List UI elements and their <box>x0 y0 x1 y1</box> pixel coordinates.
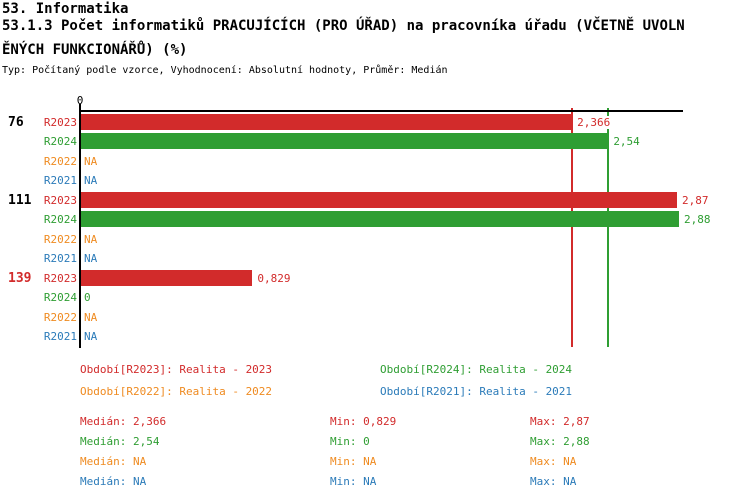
legend-item-r2024: Období[R2024]: Realita - 2024 <box>380 363 573 376</box>
bar-value-label: 2,366 <box>577 115 611 129</box>
legend-item-r2021: Období[R2021]: Realita - 2021 <box>380 385 573 398</box>
stat-min-r2024: Min: 0 <box>330 435 370 448</box>
row-period-label: R2022 <box>43 310 77 324</box>
row-period-label: R2023 <box>43 193 77 207</box>
bar <box>81 191 677 208</box>
axis-zero-label: 0 <box>76 94 84 107</box>
bar-value-label: 0,829 <box>257 271 291 285</box>
bar-value-label: NA <box>84 252 98 265</box>
bar <box>81 133 609 149</box>
bar-value-label: 2,88 <box>684 213 711 226</box>
median-line-r2023 <box>571 108 573 347</box>
row-period-label: R2024 <box>43 135 77 148</box>
legend-item-r2023: Období[R2023]: Realita - 2023 <box>80 363 273 376</box>
row-period-label: R2023 <box>43 271 77 285</box>
row-period-label: R2021 <box>43 330 77 343</box>
median-line-r2024 <box>607 108 609 347</box>
bar <box>81 211 680 227</box>
bar-value-label: 0 <box>84 291 91 304</box>
row-period-label: R2023 <box>43 115 77 129</box>
axis-line <box>79 104 81 348</box>
row-period-label: R2021 <box>43 174 77 187</box>
bar-value-label: NA <box>84 174 98 187</box>
bar-value-label: NA <box>84 154 98 168</box>
stat-max-r2023: Max: 2,87 <box>530 415 590 428</box>
bar-value-label: 2,87 <box>681 193 709 207</box>
section-title: 53. Informatika <box>2 1 129 17</box>
row-period-label: R2022 <box>43 232 77 246</box>
bar-value-label: NA <box>84 330 98 343</box>
group-label: 111 <box>8 192 32 208</box>
stat-max-r2021: Max: NA <box>530 475 577 488</box>
legend-item-r2022: Období[R2022]: Realita - 2022 <box>80 385 273 398</box>
stat-min-r2022: Min: NA <box>330 455 377 468</box>
bar <box>81 113 573 130</box>
bar <box>81 269 253 286</box>
stat-max-r2022: Max: NA <box>530 455 577 468</box>
row-period-label: R2024 <box>43 213 77 226</box>
bar-value-label: NA <box>84 232 98 246</box>
stat-max-r2024: Max: 2,88 <box>530 435 590 448</box>
bar-value-label: NA <box>84 310 98 324</box>
stat-median-r2022: Medián: NA <box>80 455 147 468</box>
indicator-title-line-1: 53.1.3 Počet informatiků PRACUJÍCÍCH (PR… <box>2 18 685 34</box>
stat-min-r2021: Min: NA <box>330 475 377 488</box>
group-label: 76 <box>8 114 24 130</box>
indicator-meta: Typ: Počítaný podle vzorce, Vyhodnocení:… <box>2 65 448 76</box>
stat-median-r2023: Medián: 2,366 <box>80 415 167 428</box>
row-period-label: R2024 <box>43 291 77 304</box>
group-label: 139 <box>8 270 32 286</box>
stat-median-r2024: Medián: 2,54 <box>80 435 160 448</box>
stat-min-r2023: Min: 0,829 <box>330 415 397 428</box>
row-period-label: R2022 <box>43 154 77 168</box>
row-period-label: R2021 <box>43 252 77 265</box>
bar-value-label: 2,54 <box>613 135 640 148</box>
axis-top-line <box>79 110 684 112</box>
indicator-title-line-2: ĚNÝCH FUNKCIONÁŘŮ) (%) <box>2 42 188 58</box>
stat-median-r2021: Medián: NA <box>80 475 147 488</box>
